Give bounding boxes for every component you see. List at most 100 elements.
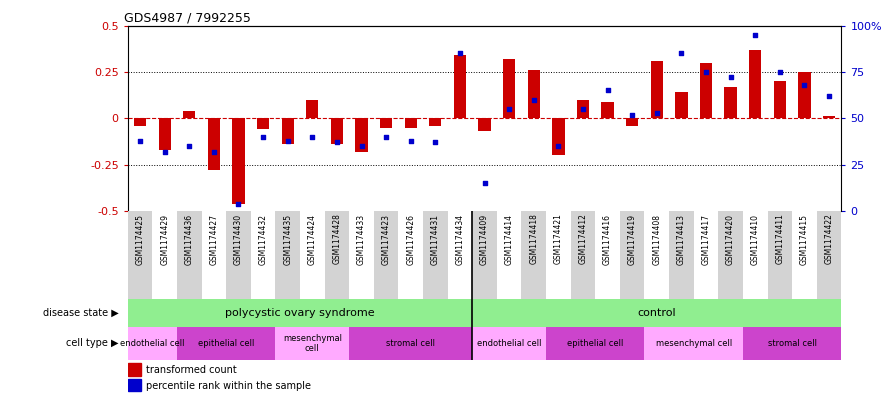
Text: GSM1174435: GSM1174435 xyxy=(283,214,292,265)
Bar xyxy=(177,327,276,360)
Bar xyxy=(503,59,515,118)
Text: control: control xyxy=(638,308,676,318)
Bar xyxy=(128,364,141,376)
Text: endothelial cell: endothelial cell xyxy=(477,339,542,348)
Text: GSM1174420: GSM1174420 xyxy=(726,214,735,264)
Text: mesenchymal
cell: mesenchymal cell xyxy=(283,334,342,353)
Bar xyxy=(324,211,349,299)
Text: GSM1174413: GSM1174413 xyxy=(677,214,686,264)
Bar xyxy=(159,118,171,150)
Point xyxy=(478,180,492,186)
Bar xyxy=(128,211,152,299)
Bar xyxy=(355,118,367,152)
Point xyxy=(601,87,615,94)
Text: GSM1174429: GSM1174429 xyxy=(160,214,169,264)
Point xyxy=(207,149,221,155)
Point xyxy=(305,134,319,140)
Bar xyxy=(233,118,245,204)
Bar xyxy=(669,211,693,299)
Point xyxy=(748,32,762,38)
Text: GSM1174416: GSM1174416 xyxy=(603,214,612,264)
Bar xyxy=(823,116,835,118)
Text: GSM1174426: GSM1174426 xyxy=(406,214,415,264)
Bar xyxy=(724,87,737,118)
Bar xyxy=(307,100,318,118)
Point xyxy=(527,97,541,103)
Point xyxy=(379,134,393,140)
Bar xyxy=(128,379,141,391)
Point xyxy=(133,138,147,144)
Point xyxy=(403,138,418,144)
Bar xyxy=(183,111,196,118)
Text: GSM1174410: GSM1174410 xyxy=(751,214,759,264)
Text: GDS4987 / 7992255: GDS4987 / 7992255 xyxy=(124,11,251,24)
Bar xyxy=(651,61,663,118)
Text: GSM1174434: GSM1174434 xyxy=(455,214,464,265)
Text: stromal cell: stromal cell xyxy=(386,339,435,348)
Bar xyxy=(693,211,718,299)
Bar xyxy=(257,118,270,129)
Bar xyxy=(276,211,300,299)
Bar xyxy=(300,211,324,299)
Bar xyxy=(675,92,687,118)
Bar xyxy=(620,211,645,299)
Bar xyxy=(276,327,349,360)
Bar xyxy=(528,70,540,118)
Bar xyxy=(208,118,220,170)
Text: GSM1174409: GSM1174409 xyxy=(480,214,489,265)
Text: endothelial cell: endothelial cell xyxy=(120,339,185,348)
Text: GSM1174436: GSM1174436 xyxy=(185,214,194,265)
Point xyxy=(453,50,467,57)
Bar xyxy=(743,211,767,299)
Bar xyxy=(798,72,811,118)
Text: GSM1174423: GSM1174423 xyxy=(381,214,390,264)
Bar xyxy=(700,62,712,118)
Text: GSM1174430: GSM1174430 xyxy=(234,214,243,265)
Text: stromal cell: stromal cell xyxy=(767,339,817,348)
Text: disease state ▶: disease state ▶ xyxy=(43,308,119,318)
Bar xyxy=(423,211,448,299)
Bar xyxy=(571,211,596,299)
Bar xyxy=(774,81,786,118)
Bar xyxy=(404,118,417,127)
Bar xyxy=(472,211,497,299)
Text: epithelial cell: epithelial cell xyxy=(567,339,624,348)
Bar xyxy=(792,211,817,299)
Point xyxy=(354,143,368,149)
Point xyxy=(626,111,640,118)
Bar xyxy=(374,211,398,299)
Text: GSM1174427: GSM1174427 xyxy=(210,214,218,264)
Text: GSM1174424: GSM1174424 xyxy=(307,214,317,264)
Bar xyxy=(577,100,589,118)
Text: percentile rank within the sample: percentile rank within the sample xyxy=(145,380,311,391)
Bar xyxy=(522,211,546,299)
Point xyxy=(773,69,787,75)
Bar xyxy=(429,118,441,126)
Bar xyxy=(282,118,294,144)
Bar xyxy=(645,327,743,360)
Point xyxy=(552,143,566,149)
Point xyxy=(576,106,590,112)
Bar xyxy=(380,118,392,127)
Bar xyxy=(349,327,472,360)
Text: GSM1174412: GSM1174412 xyxy=(579,214,588,264)
Text: GSM1174417: GSM1174417 xyxy=(701,214,710,264)
Bar xyxy=(152,211,177,299)
Bar xyxy=(398,211,423,299)
Bar xyxy=(330,118,343,144)
Point xyxy=(158,149,172,155)
Bar xyxy=(749,50,761,118)
Text: GSM1174421: GSM1174421 xyxy=(554,214,563,264)
Point xyxy=(797,82,811,88)
Bar xyxy=(134,118,146,126)
Bar xyxy=(202,211,226,299)
Bar xyxy=(226,211,251,299)
Point xyxy=(723,74,737,81)
Text: GSM1174418: GSM1174418 xyxy=(529,214,538,264)
Point xyxy=(822,93,836,99)
Point xyxy=(232,200,246,207)
Bar xyxy=(626,118,639,126)
Point xyxy=(674,50,688,57)
Text: GSM1174419: GSM1174419 xyxy=(627,214,637,264)
Point xyxy=(650,110,664,116)
